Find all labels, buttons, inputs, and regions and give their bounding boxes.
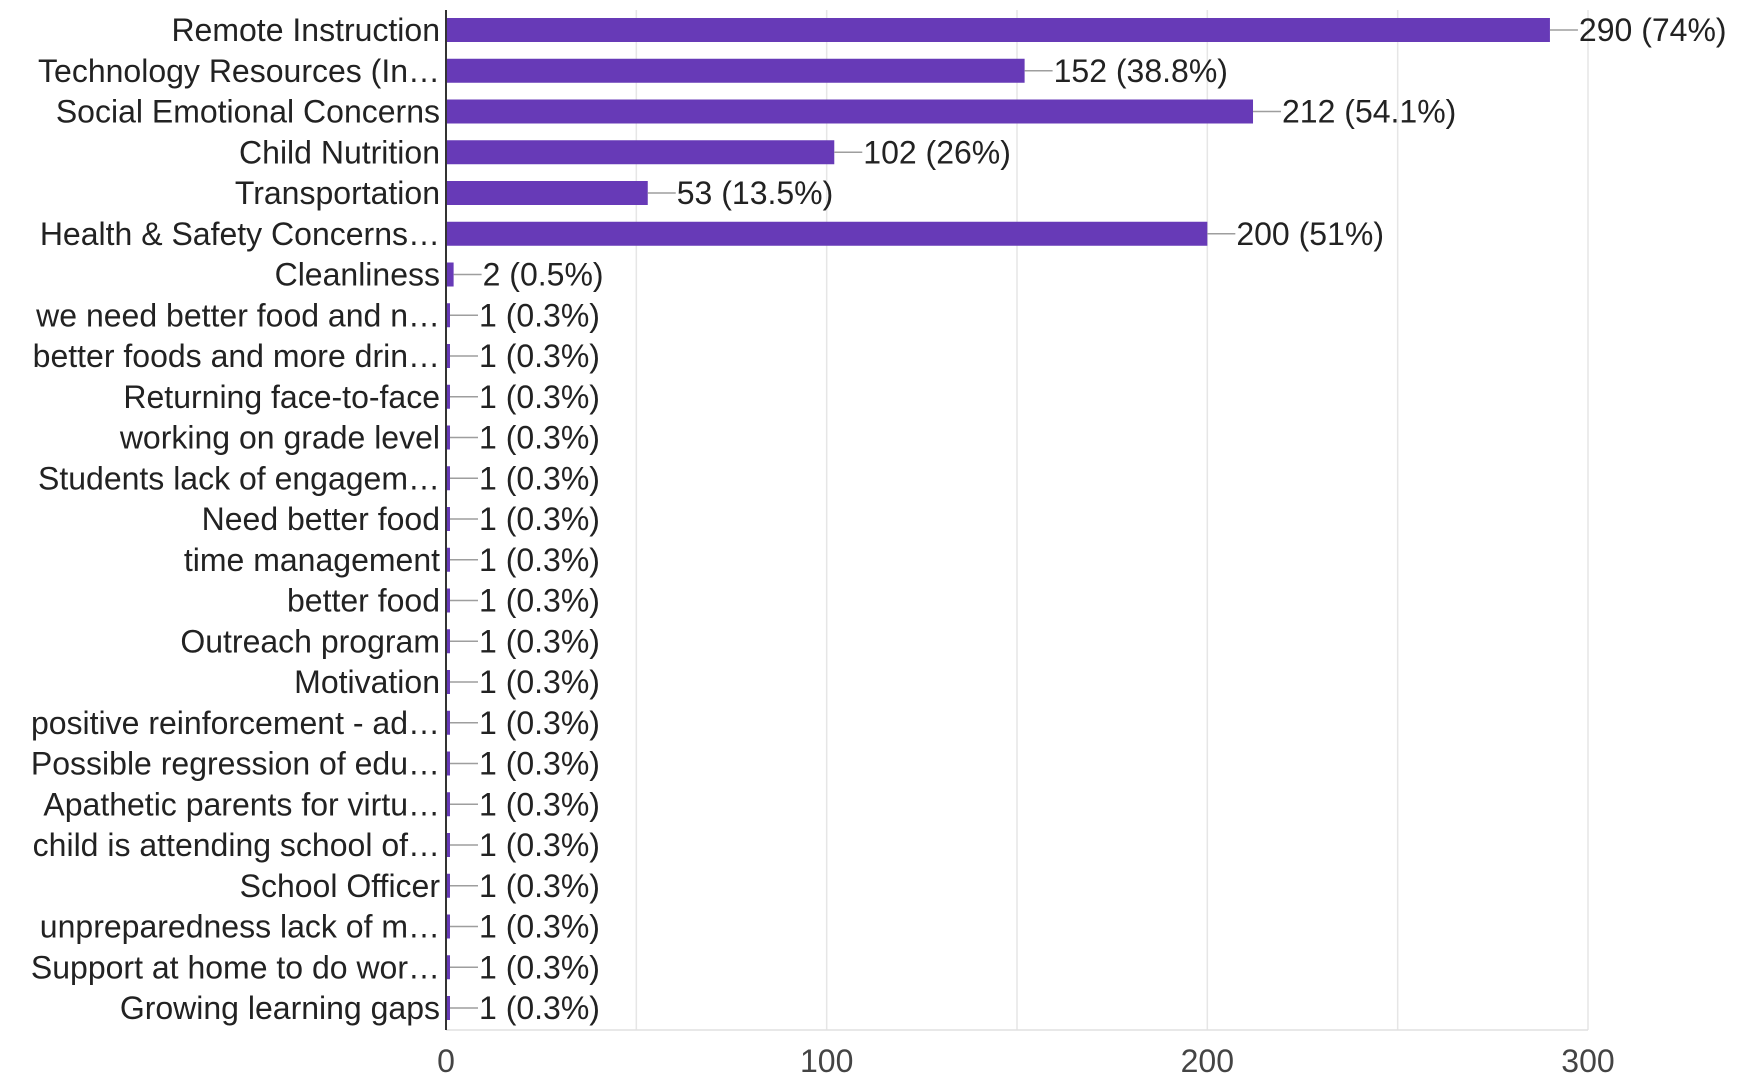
x-tick-label-0: 0	[437, 1043, 455, 1079]
data-label-11: 1 (0.3%)	[479, 460, 600, 496]
bar-10	[446, 425, 450, 450]
bar-6	[446, 262, 454, 287]
category-label-21: School Officer	[240, 868, 441, 904]
data-label-17: 1 (0.3%)	[479, 705, 600, 741]
category-label-3: Child Nutrition	[239, 134, 440, 170]
data-label-10: 1 (0.3%)	[479, 420, 600, 456]
bar-22	[446, 914, 450, 939]
labels-layer: Remote Instruction 290 (74%) Technology Re…	[31, 12, 1727, 1026]
bar-1	[446, 58, 1025, 83]
bars-layer	[446, 18, 1550, 1020]
bar-23	[446, 955, 450, 980]
category-label-8: better foods and more drin…	[33, 338, 440, 374]
category-label-6: Cleanliness	[275, 257, 440, 293]
category-label-18: Possible regression of edu…	[31, 746, 440, 782]
data-label-20: 1 (0.3%)	[479, 827, 600, 863]
bar-19	[446, 792, 450, 817]
data-label-19: 1 (0.3%)	[479, 786, 600, 822]
category-label-20: child is attending school of…	[33, 827, 440, 863]
bar-14	[446, 588, 450, 613]
category-label-19: Apathetic parents for virtu…	[43, 786, 440, 822]
category-label-10: working on grade level	[119, 420, 440, 456]
bar-24	[446, 996, 450, 1020]
bar-0	[446, 18, 1550, 42]
category-label-12: Need better food	[202, 501, 440, 537]
bar-7	[446, 303, 450, 328]
bar-4	[446, 181, 648, 205]
bar-11	[446, 466, 450, 491]
grid-layer	[445, 10, 1589, 1030]
data-label-14: 1 (0.3%)	[479, 583, 600, 619]
category-label-4: Transportation	[235, 175, 440, 211]
bar-3	[446, 140, 835, 165]
category-label-5: Health & Safety Concerns…	[40, 216, 440, 252]
data-label-5: 200 (51%)	[1236, 216, 1384, 252]
data-label-6: 2 (0.5%)	[483, 257, 604, 293]
data-label-12: 1 (0.3%)	[479, 501, 600, 537]
category-label-16: Motivation	[294, 664, 440, 700]
data-label-7: 1 (0.3%)	[479, 297, 600, 333]
category-label-22: unpreparedness lack of m…	[40, 909, 440, 945]
bar-2	[446, 99, 1254, 124]
data-label-1: 152 (38.8%)	[1054, 53, 1228, 89]
category-label-0: Remote Instruction	[171, 12, 440, 48]
data-label-18: 1 (0.3%)	[479, 746, 600, 782]
category-label-13: time management	[184, 542, 440, 578]
category-label-23: Support at home to do wor…	[31, 949, 440, 985]
data-label-2: 212 (54.1%)	[1282, 94, 1456, 130]
category-label-1: Technology Resources (In…	[38, 53, 440, 89]
data-label-4: 53 (13.5%)	[677, 175, 834, 211]
bar-16	[446, 670, 450, 694]
data-label-9: 1 (0.3%)	[479, 379, 600, 415]
bar-15	[446, 629, 450, 654]
data-label-22: 1 (0.3%)	[479, 909, 600, 945]
data-label-24: 1 (0.3%)	[479, 990, 600, 1026]
category-label-14: better food	[287, 583, 440, 619]
bar-5	[446, 221, 1208, 246]
data-label-21: 1 (0.3%)	[479, 868, 600, 904]
bar-18	[446, 751, 450, 776]
category-label-17: positive reinforcement - ad…	[31, 705, 440, 741]
bar-9	[446, 384, 450, 409]
bar-17	[446, 710, 450, 735]
data-label-8: 1 (0.3%)	[479, 338, 600, 374]
data-label-13: 1 (0.3%)	[479, 542, 600, 578]
bar-13	[446, 547, 450, 572]
bar-12	[446, 507, 450, 531]
x-tick-label-200: 200	[1181, 1043, 1234, 1079]
category-label-7: we need better food and n…	[35, 297, 440, 333]
bar-20	[446, 833, 450, 857]
category-label-9: Returning face-to-face	[123, 379, 440, 415]
data-label-15: 1 (0.3%)	[479, 623, 600, 659]
data-label-0: 290 (74%)	[1579, 12, 1727, 48]
bar-8	[446, 344, 450, 368]
x-tick-label-300: 300	[1561, 1043, 1614, 1079]
axis-layer: 0 100 200 300	[437, 10, 1615, 1079]
category-label-24: Growing learning gaps	[120, 990, 440, 1026]
category-label-11: Students lack of engagem…	[38, 460, 440, 496]
x-tick-label-100: 100	[800, 1043, 853, 1079]
bar-21	[446, 873, 450, 898]
data-label-16: 1 (0.3%)	[479, 664, 600, 700]
category-label-2: Social Emotional Concerns	[56, 94, 440, 130]
data-label-3: 102 (26%)	[863, 134, 1011, 170]
data-label-23: 1 (0.3%)	[479, 949, 600, 985]
category-label-15: Outreach program	[180, 623, 440, 659]
